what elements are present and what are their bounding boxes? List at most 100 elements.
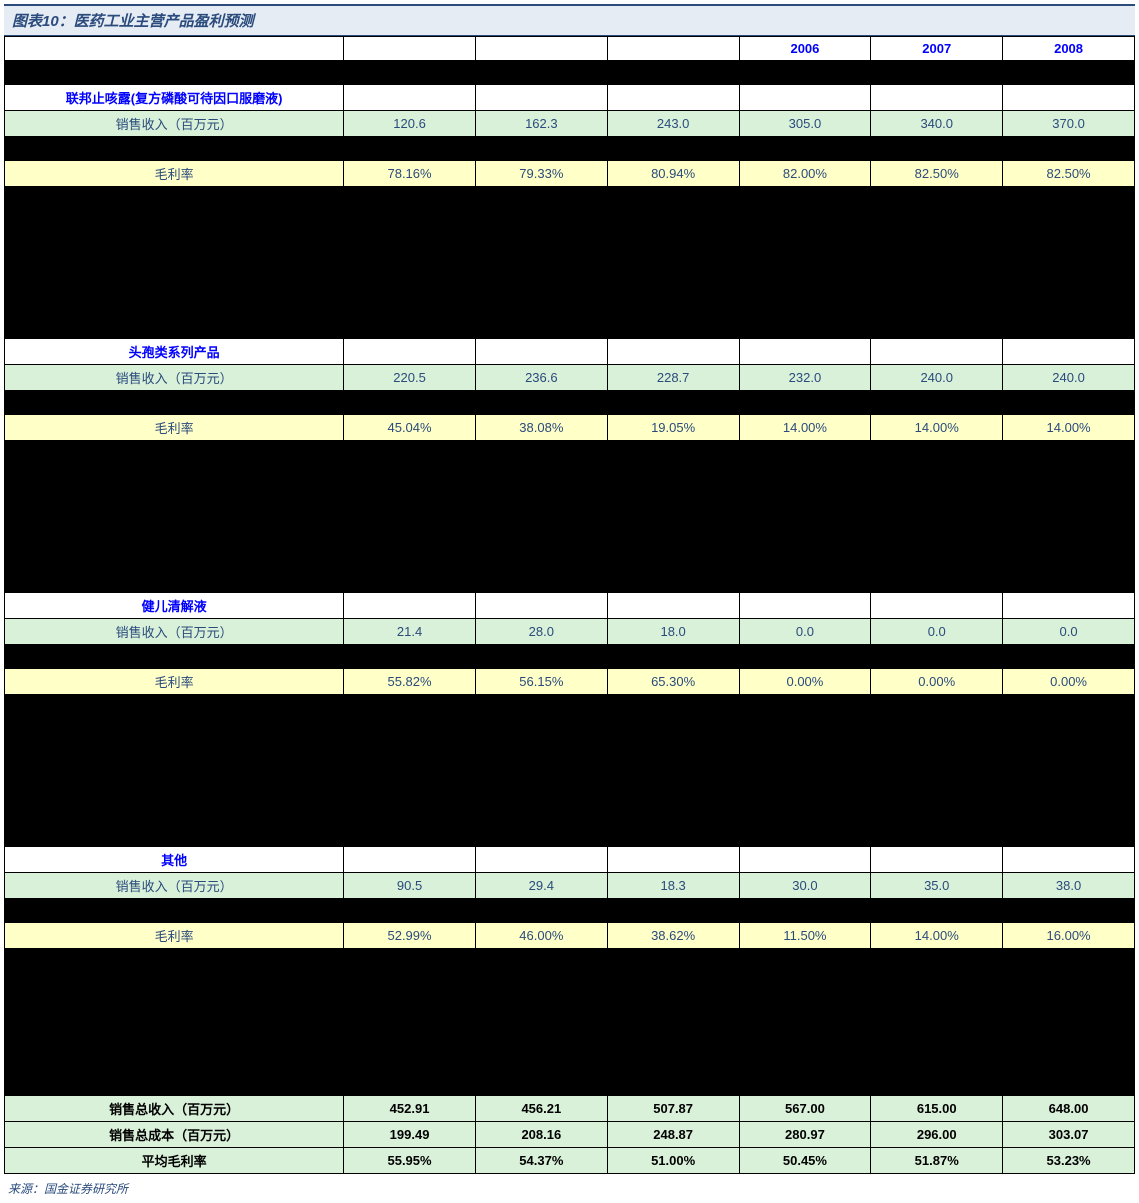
cell: [475, 847, 607, 873]
cell: 21.4: [344, 619, 476, 645]
cell: [1003, 771, 1135, 797]
cell: [1003, 491, 1135, 517]
row-label: 占比增速: [5, 517, 344, 543]
cell: [607, 999, 739, 1023]
summary-row: 销售总成本（百万元）199.49208.16248.87280.97296.00…: [5, 1121, 1135, 1147]
cell: 0.0: [1003, 619, 1135, 645]
row-label: 销售总收入（百万元）: [5, 1095, 344, 1122]
forecast-table: 200620072008联邦止咳露(复方磷酸可待因口服磨液)销售收入（百万元）1…: [4, 36, 1135, 1174]
cell: [739, 797, 871, 823]
row-label: 占比增速: [5, 263, 344, 289]
cell: 82.50%: [871, 161, 1003, 187]
cell: [344, 569, 476, 593]
cell: [475, 797, 607, 823]
row-label: 销售成本（百万元）: [5, 949, 344, 975]
cell: 120.6: [344, 111, 476, 137]
year-header: 2006: [739, 37, 871, 61]
cell: 31.92: [1003, 949, 1135, 975]
cell: [1003, 61, 1135, 85]
cell: [739, 85, 871, 111]
cell: [607, 1071, 739, 1095]
cell: [871, 1071, 1003, 1095]
cell: [475, 1023, 607, 1047]
table-row: 销售成本（百万元）121.21146.48185.13199.52206.402…: [5, 441, 1135, 467]
cell: -3.34%: [607, 391, 739, 415]
table-row: 占比增速: [5, 771, 1135, 797]
cell: 8.57%: [1003, 899, 1135, 923]
cell: 26.55: [739, 949, 871, 975]
cell: [607, 1047, 739, 1071]
cell: [739, 1047, 871, 1071]
cell: 146.48: [475, 441, 607, 467]
cell: [344, 517, 476, 543]
cell: [475, 339, 607, 365]
row-label: YOY: [5, 899, 344, 923]
cell: [344, 797, 476, 823]
cell: 30.0: [739, 873, 871, 899]
row-label: 其他: [5, 847, 344, 873]
row-label: 销售收入（百万元）: [5, 365, 344, 391]
cell: 240.0: [871, 365, 1003, 391]
cell: 36.00%: [871, 237, 1003, 263]
cell: -49.12%: [607, 721, 739, 745]
cell: [607, 517, 739, 543]
cell: [1003, 1023, 1135, 1047]
cell: 305.0: [739, 111, 871, 137]
cell: 38.62%: [607, 923, 739, 949]
row-label: YOY: [5, 315, 344, 339]
cell: [475, 517, 607, 543]
row-label: 毛利率: [5, 923, 344, 949]
year-header: 2007: [871, 37, 1003, 61]
cell: 0.00: [1003, 695, 1135, 721]
cell: 14.00%: [739, 415, 871, 441]
cell: -35.76%: [607, 645, 739, 669]
cell: 18.36%: [739, 315, 871, 339]
cell: -100.00%: [739, 721, 871, 745]
cell: [607, 771, 739, 797]
cell: [344, 593, 476, 619]
cell: [607, 543, 739, 569]
cell: 34.56%: [475, 137, 607, 161]
cell: 38.08%: [475, 415, 607, 441]
cell: 11.20: [607, 949, 739, 975]
cell: [607, 491, 739, 517]
cell: [1003, 543, 1135, 569]
source-note: 来源：国金证券研究所: [4, 1174, 1135, 1199]
cell: [871, 797, 1003, 823]
cell: 37.00%: [1003, 237, 1135, 263]
cell: 11.50%: [739, 923, 871, 949]
row-label: 占比增速: [5, 771, 344, 797]
cell: 13.37%: [871, 975, 1003, 999]
cell: [871, 1047, 1003, 1071]
cell: [1003, 1071, 1135, 1095]
cell: [871, 569, 1003, 593]
cell: 64.75: [1003, 187, 1135, 213]
table-row: [5, 999, 1135, 1023]
cell: [344, 771, 476, 797]
cell: [607, 823, 739, 847]
cell: [607, 745, 739, 771]
cell: 56.15%: [475, 669, 607, 695]
cell: [1003, 847, 1135, 873]
table-row: 市场容量（百万）423.00559.55736.26871.43944.4410…: [5, 289, 1135, 315]
cell: 38.0: [1003, 873, 1135, 899]
cell: [871, 491, 1003, 517]
cell: 14.00%: [871, 923, 1003, 949]
cell: [344, 999, 476, 1023]
cell: 559.55: [475, 289, 607, 315]
cell: 53.23%: [1003, 1147, 1135, 1173]
cell: -67.53%: [475, 899, 607, 923]
cell: 944.44: [871, 289, 1003, 315]
cell: [475, 823, 607, 847]
cell: 19.05%: [607, 415, 739, 441]
cell: [1003, 745, 1135, 771]
cell: 65.30%: [607, 669, 739, 695]
cell: [871, 339, 1003, 365]
table-row: YOY20.85%26.38%7.77%3.45%0.00%: [5, 467, 1135, 491]
year-header: [607, 37, 739, 61]
cell: [1003, 569, 1135, 593]
cell: 2.00%: [739, 263, 871, 289]
cell: [475, 491, 607, 517]
cell: 8.82%: [1003, 137, 1135, 161]
cell: 280.97: [739, 1121, 871, 1147]
